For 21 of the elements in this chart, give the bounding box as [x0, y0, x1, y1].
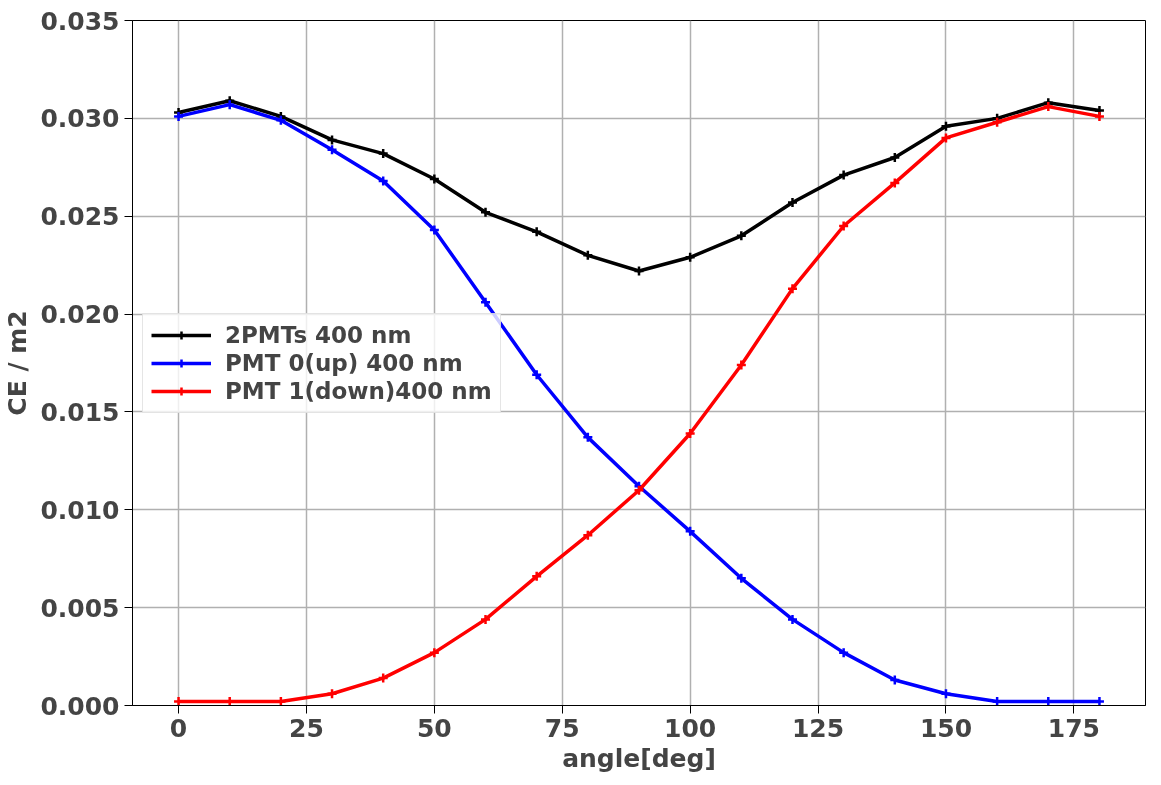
y-tick-label: 0.005: [40, 593, 120, 623]
y-axis-title: CE / m2: [3, 310, 33, 416]
legend-label: 2PMTs 400 nm: [225, 321, 412, 348]
x-tick-label: 100: [664, 713, 717, 743]
y-tick-label: 0.020: [40, 300, 120, 330]
x-tick-label: 0: [169, 713, 188, 743]
x-tick-label: 150: [919, 713, 973, 743]
x-tick-label: 25: [289, 713, 324, 743]
x-tick-label: 125: [791, 713, 845, 743]
x-tick-label: 175: [1047, 713, 1100, 743]
y-tick-label: 0.030: [40, 104, 120, 134]
x-axis-title: angle[deg]: [562, 743, 716, 773]
x-tick-label: 75: [544, 713, 580, 743]
legend-label: PMT 0(up) 400 nm: [225, 349, 463, 376]
y-tick-label: 0.025: [40, 202, 120, 232]
y-tick-label: 0.035: [40, 6, 120, 36]
x-tick-label: 50: [416, 713, 452, 743]
y-tick-label: 0.010: [40, 495, 120, 525]
y-tick-label: 0.015: [40, 397, 120, 427]
legend-label: PMT 1(down)400 nm: [225, 377, 492, 404]
y-tick-label: 0.000: [40, 691, 120, 721]
